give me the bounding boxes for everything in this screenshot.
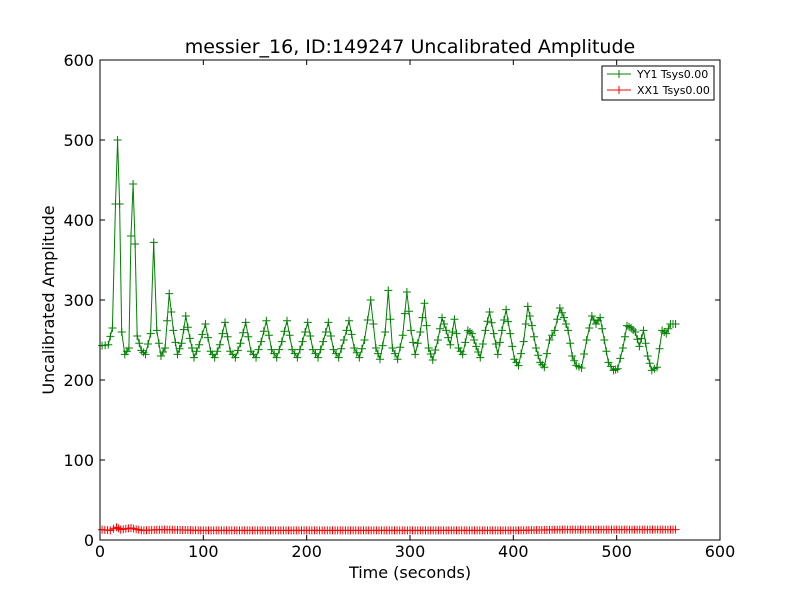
y-tick-label: 500	[63, 131, 94, 150]
y-tick-label: 100	[63, 451, 94, 470]
x-tick-label: 100	[188, 542, 219, 561]
chart-title: messier_16, ID:149247 Uncalibrated Ampli…	[185, 36, 635, 58]
series-0-markers	[98, 136, 680, 375]
x-tick-label: 600	[705, 542, 736, 561]
legend-label-yy1: YY1 Tsys0.00	[636, 68, 708, 81]
legend-entry-yy1: YY1 Tsys0.00	[607, 68, 708, 81]
y-axis-ticks: 0 100 200 300 400 500 600	[63, 51, 720, 550]
legend-marker-yy1	[615, 70, 623, 78]
y-tick-label: 600	[63, 51, 94, 70]
y-tick-label: 200	[63, 371, 94, 390]
series-1-markers	[98, 523, 680, 535]
y-tick-label: 400	[63, 211, 94, 230]
legend-entry-xx1: XX1 Tsys0.00	[607, 84, 710, 97]
y-axis-label: Uncalibrated Amplitude	[39, 205, 58, 394]
legend-box	[601, 65, 715, 101]
x-tick-label: 400	[498, 542, 529, 561]
x-tick-label: 0	[95, 542, 105, 561]
x-axis-ticks: 0 100 200 300 400 500 600	[95, 60, 735, 561]
x-axis-label: Time (seconds)	[348, 563, 471, 582]
series-0	[98, 136, 680, 375]
y-tick-label: 0	[84, 531, 94, 550]
legend-marker-xx1	[615, 86, 623, 94]
series-1	[98, 523, 680, 535]
legend-label-xx1: XX1 Tsys0.00	[637, 84, 710, 97]
x-tick-label: 300	[395, 542, 426, 561]
legend: YY1 Tsys0.00 XX1 Tsys0.00	[601, 65, 715, 101]
plot-series	[98, 136, 680, 535]
y-tick-label: 300	[63, 291, 94, 310]
x-tick-label: 200	[291, 542, 322, 561]
x-tick-label: 500	[601, 542, 632, 561]
